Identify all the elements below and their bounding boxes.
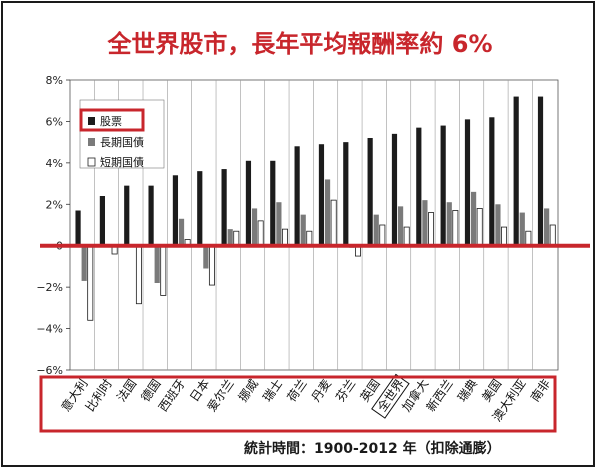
y-tick-label: 4% [46, 157, 63, 170]
bar-short-bills [135, 245, 142, 305]
footnote-period: 統計時間：1900-2012 年（扣除通膨） [244, 441, 501, 457]
category-label: 新西兰 [423, 376, 456, 414]
bar-long-bonds [81, 245, 87, 281]
bar-stocks [221, 169, 227, 246]
legend-label-stocks: 股票 [100, 115, 122, 128]
bar-stocks [245, 160, 252, 246]
bar-stocks [416, 127, 422, 246]
bar-short-bills [257, 220, 264, 247]
bar-stocks [99, 196, 106, 246]
bar-short-bills [476, 208, 483, 247]
bar-stocks [75, 210, 81, 246]
category-box-world [371, 373, 410, 419]
bar-stocks [464, 119, 471, 246]
bar-long-bonds [300, 214, 306, 246]
bar-long-bonds [373, 214, 379, 246]
bar-long-bonds [422, 200, 428, 246]
y-axis-ticks: 8%6%4%2%0−2%−4%−6% [36, 74, 70, 377]
bar-long-bonds [397, 206, 404, 246]
bar-long-bonds [203, 245, 209, 269]
legend-label-bonds: 長期国債 [100, 135, 144, 149]
category-label: 瑞典 [455, 377, 480, 405]
y-tick-label: 6% [46, 115, 63, 128]
bar-short-bills [501, 226, 508, 247]
category-label: 挪威 [236, 377, 261, 405]
bar-short-bills [525, 230, 532, 247]
bar-stocks [172, 175, 179, 246]
bar-long-bonds [154, 245, 160, 283]
bar-short-bills [233, 230, 240, 247]
bar-long-bonds [227, 229, 233, 246]
bar-long-bonds [276, 202, 282, 246]
category-label: 西班牙 [156, 377, 188, 415]
bar-short-bills [330, 199, 337, 247]
bar-long-bonds [251, 208, 258, 246]
bar-short-bills [549, 224, 556, 247]
bar-short-bills [160, 245, 167, 296]
grid-lines [94, 80, 533, 370]
bar-long-bonds [495, 204, 501, 246]
legend-swatch-stocks [88, 117, 95, 125]
legend-highlight-box [79, 108, 145, 132]
bar-stocks [367, 138, 373, 246]
bar-stocks [294, 146, 300, 246]
category-labels: 意大利比利时 法国 德国西班牙 日本爱尔兰 挪威 瑞士 荷兰 丹麦 芬兰 英国全世界加拿大新西兰瑞… [58, 373, 553, 424]
bar-stocks [537, 96, 544, 246]
legend: 股票 長期国債 短期国債 [79, 99, 165, 169]
bar-long-bonds [178, 218, 185, 246]
bar-short-bills [403, 226, 410, 247]
legend-swatch-bonds [88, 138, 95, 146]
bar-stocks [148, 185, 154, 246]
category-label: 南非 [527, 376, 553, 404]
bar-stocks [391, 133, 398, 246]
bar-stocks [318, 144, 325, 246]
bar-long-bonds [324, 179, 331, 246]
bar-stocks [124, 185, 130, 246]
bar-long-bonds [470, 191, 477, 246]
bar-short-bills [306, 230, 313, 247]
category-label: 爱尔兰 [204, 376, 237, 414]
bar-short-bills [281, 228, 288, 247]
category-label: 瑞士 [260, 377, 285, 405]
bar-stocks [489, 117, 495, 246]
legend-swatch-bills [87, 157, 96, 167]
bar-long-bonds [544, 208, 550, 246]
bar-stocks [343, 142, 349, 246]
bar-long-bonds [446, 202, 452, 246]
bar-stocks [440, 125, 446, 246]
outer-frame [1, 1, 595, 467]
y-tick-label: −6% [36, 364, 63, 377]
chart-title: 全世界股市，長年平均報酬率約 6% [107, 30, 493, 58]
y-tick-label: −2% [36, 281, 63, 294]
bar-short-bills [379, 224, 386, 247]
bar-stocks [513, 96, 519, 246]
legend-label-bills: 短期国債 [100, 155, 144, 169]
bar-short-bills [87, 245, 94, 321]
bar-stocks [270, 160, 276, 246]
bar-short-bills [452, 210, 459, 247]
bar-short-bills [208, 245, 215, 286]
category-label: 法国 [114, 377, 139, 405]
category-label: 芬兰 [333, 377, 358, 405]
plot-area-border [69, 79, 559, 371]
bar-short-bills [428, 212, 435, 247]
bar-long-bonds [519, 212, 525, 246]
category-highlight-box [39, 375, 557, 433]
bars [75, 96, 556, 321]
bar-stocks [197, 171, 203, 246]
y-tick-label: −4% [36, 323, 63, 336]
category-label: 丹麦 [309, 377, 334, 405]
category-label: 比利时 [83, 377, 115, 415]
y-tick-label: 8% [46, 74, 63, 87]
category-label: 荷兰 [284, 377, 309, 405]
y-tick-label: 2% [46, 198, 63, 211]
